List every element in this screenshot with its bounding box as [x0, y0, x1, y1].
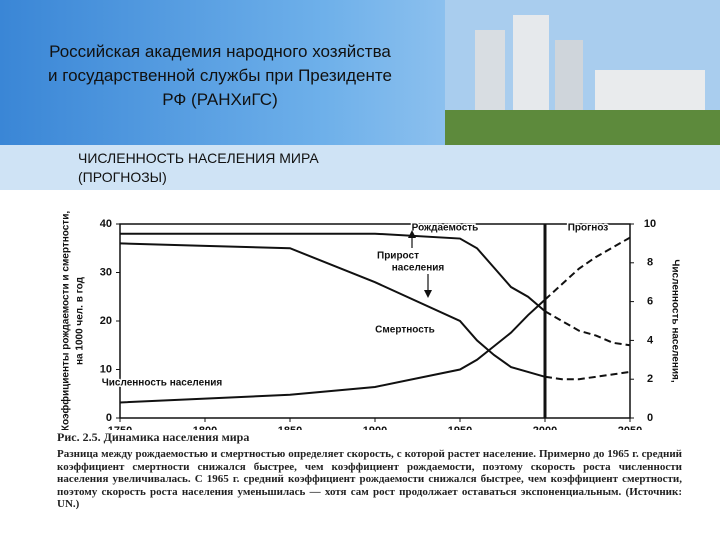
x-tick-label: 1800 [193, 425, 217, 430]
x-tick-label: 1900 [363, 425, 387, 430]
y2-tick-label: 6 [647, 296, 653, 308]
y2-tick-label: 10 [644, 218, 656, 230]
y2-axis-label: Численность населения, [669, 259, 680, 382]
y2-tick-label: 4 [647, 334, 654, 346]
series-label: Смертность [375, 325, 435, 336]
series-forecast-line [544, 310, 631, 347]
header-banner: Российская академия народного хозяйства … [0, 0, 720, 145]
series-line [119, 242, 546, 378]
plot-frame [119, 223, 631, 419]
y-axis-label: на 1000 чел. в год [75, 276, 86, 365]
x-tick-label: 1850 [278, 425, 302, 430]
y-tick-label: 40 [100, 218, 112, 230]
series-line [120, 232, 546, 313]
slide-title: ЧИСЛЕННОСТЬ НАСЕЛЕНИЯ МИРА (ПРОГНОЗЫ) [78, 149, 319, 187]
series-forecast-line [544, 236, 631, 301]
y-axis-label: Коэффициенты рождаемости и смертности, [60, 211, 72, 430]
annotation: Прогноз [568, 223, 609, 234]
x-tick-label: 2050 [618, 425, 642, 430]
annotation: населения [392, 263, 445, 274]
slide-title-line: ЧИСЛЕННОСТЬ НАСЕЛЕНИЯ МИРА [78, 150, 319, 166]
series-forecast-line [544, 370, 631, 381]
y2-tick-label: 8 [647, 257, 653, 269]
x-tick-label: 2000 [533, 425, 557, 430]
series-label: Рождаемость [412, 223, 479, 234]
annotation: Прирост [377, 251, 419, 262]
caption: Рис. 2.5. Динамика населения мира Разниц… [57, 430, 682, 511]
y-tick-label: 30 [100, 266, 112, 278]
caption-title: Рис. 2.5. Динамика населения мира [57, 430, 250, 444]
series-label: Численность населения [102, 378, 223, 389]
org-line: РФ (РАНХиГС) [162, 90, 278, 109]
org-line: Российская академия народного хозяйства [49, 42, 391, 61]
y2-tick-label: 2 [647, 373, 653, 385]
annotation-arrowhead [424, 290, 432, 298]
y-tick-label: 20 [100, 315, 112, 327]
org-line: и государственной службы при Президенте [48, 66, 392, 85]
y-tick-label: 10 [100, 363, 112, 375]
y-tick-label: 0 [106, 412, 112, 424]
chart: 0 10 20 30 40 0 2 4 6 8 10 1750 1800 1850 1900 1950 2000… [60, 211, 681, 430]
y2-tick-label: 0 [647, 412, 653, 424]
building-photo [445, 0, 720, 145]
title-band [0, 145, 720, 190]
annotation-arrowhead [408, 230, 416, 238]
series-line [119, 298, 546, 404]
x-tick-label: 1750 [108, 425, 132, 430]
org-name: Российская академия народного хозяйства … [0, 40, 440, 112]
x-tick-label: 1950 [448, 425, 472, 430]
slide-title-line: (ПРОГНОЗЫ) [78, 169, 167, 185]
caption-text: Разница между рождаемостью и смертностью… [57, 448, 682, 510]
